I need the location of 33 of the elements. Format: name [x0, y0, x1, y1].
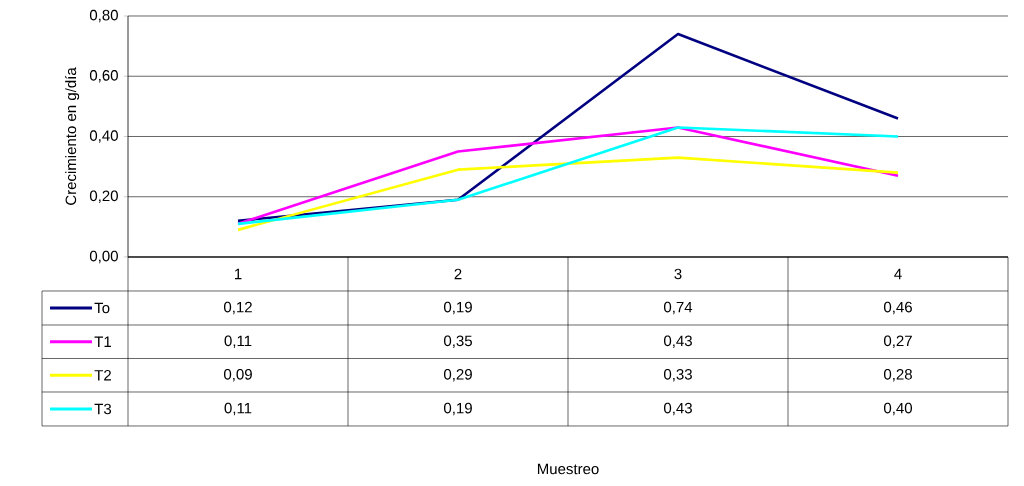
y-tick-label: 0,20: [89, 190, 118, 203]
data-label: 0,27: [883, 335, 912, 348]
data-label: 0,19: [443, 402, 472, 416]
data-label: 0,28: [883, 369, 912, 382]
y-tick-label: 0,40: [89, 130, 118, 143]
data-label: 0,46: [883, 301, 912, 315]
x-tick-label: 4: [894, 268, 902, 280]
x-tick-label: 2: [454, 268, 462, 280]
x-tick-label: 3: [674, 268, 682, 280]
y-axis-title: Crecimiento en g/día: [65, 67, 80, 205]
data-label: 0,43: [663, 402, 692, 416]
data-label: 0,09: [223, 369, 252, 382]
line-series: [236, 126, 900, 226]
data-label: 0,40: [883, 402, 913, 416]
x-tick-label: 1: [234, 268, 242, 280]
data-label: 0,12: [223, 301, 252, 315]
data-label: 0,35: [443, 335, 472, 348]
legend-label: T1: [94, 336, 111, 347]
data-label: 0,74: [663, 301, 693, 315]
data-label: 0,11: [224, 402, 252, 416]
y-tick-label: 0,60: [89, 70, 118, 83]
data-label: 0,11: [224, 335, 252, 348]
line-series: [236, 156, 900, 232]
legend-label: To: [94, 302, 110, 314]
data-label: 0,43: [663, 335, 692, 348]
y-tick-label: 0,00: [89, 250, 118, 264]
data-label: 0,33: [663, 369, 692, 382]
legend-label: T3: [94, 403, 112, 415]
data-label: 0,29: [443, 369, 472, 382]
text: Muestreo: [537, 463, 599, 475]
legend-label: T2: [94, 370, 111, 381]
y-tick-label: 0,80: [89, 9, 118, 23]
data-label: 0,19: [443, 301, 472, 315]
